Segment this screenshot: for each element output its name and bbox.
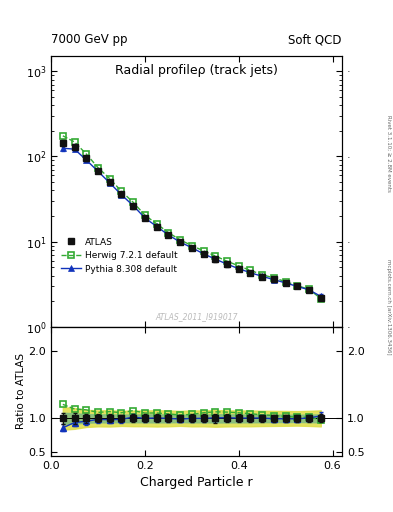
- ATLAS: [260, 273, 264, 280]
- ATLAS: [143, 215, 147, 221]
- Pythia 8.308 default: [72, 146, 77, 152]
- Text: Rivet 3.1.10; ≥ 2.8M events: Rivet 3.1.10; ≥ 2.8M events: [386, 115, 391, 192]
- Herwig 7.2.1 default: [95, 164, 100, 170]
- Pythia 8.308 default: [166, 232, 171, 238]
- Pythia 8.308 default: [236, 266, 241, 272]
- Legend: ATLAS, Herwig 7.2.1 default, Pythia 8.308 default: ATLAS, Herwig 7.2.1 default, Pythia 8.30…: [61, 238, 178, 273]
- ATLAS: [295, 283, 300, 289]
- Text: 7000 GeV pp: 7000 GeV pp: [51, 33, 128, 46]
- Herwig 7.2.1 default: [318, 295, 323, 302]
- ATLAS: [107, 179, 112, 185]
- Pythia 8.308 default: [107, 180, 112, 186]
- ATLAS: [248, 270, 253, 276]
- Herwig 7.2.1 default: [283, 279, 288, 285]
- ATLAS: [119, 191, 124, 197]
- Herwig 7.2.1 default: [178, 237, 182, 243]
- Herwig 7.2.1 default: [166, 229, 171, 236]
- ATLAS: [283, 280, 288, 286]
- Text: Radial profileρ (track jets): Radial profileρ (track jets): [115, 65, 278, 77]
- Herwig 7.2.1 default: [295, 283, 300, 289]
- Pythia 8.308 default: [213, 256, 218, 262]
- ATLAS: [213, 257, 218, 263]
- Pythia 8.308 default: [248, 270, 253, 276]
- Herwig 7.2.1 default: [260, 271, 264, 278]
- Herwig 7.2.1 default: [225, 258, 230, 264]
- Herwig 7.2.1 default: [72, 139, 77, 145]
- Herwig 7.2.1 default: [213, 253, 218, 259]
- ATLAS: [236, 266, 241, 272]
- Herwig 7.2.1 default: [307, 286, 311, 292]
- Pythia 8.308 default: [61, 145, 65, 152]
- Herwig 7.2.1 default: [107, 176, 112, 182]
- ATLAS: [95, 168, 100, 174]
- Herwig 7.2.1 default: [143, 212, 147, 218]
- ATLAS: [166, 232, 171, 238]
- ATLAS: [72, 144, 77, 150]
- ATLAS: [84, 155, 89, 161]
- Pythia 8.308 default: [295, 283, 300, 289]
- Y-axis label: Ratio to ATLAS: Ratio to ATLAS: [16, 353, 26, 430]
- Herwig 7.2.1 default: [272, 275, 276, 281]
- Pythia 8.308 default: [84, 157, 89, 163]
- Text: Soft QCD: Soft QCD: [288, 33, 342, 46]
- Pythia 8.308 default: [95, 168, 100, 175]
- Pythia 8.308 default: [201, 251, 206, 257]
- ATLAS: [178, 239, 182, 245]
- ATLAS: [318, 294, 323, 301]
- ATLAS: [61, 140, 65, 146]
- ATLAS: [131, 203, 136, 209]
- Herwig 7.2.1 default: [154, 221, 159, 227]
- Herwig 7.2.1 default: [119, 188, 124, 195]
- Herwig 7.2.1 default: [189, 243, 194, 249]
- Line: Herwig 7.2.1 default: Herwig 7.2.1 default: [60, 133, 324, 302]
- Text: ATLAS_2011_I919017: ATLAS_2011_I919017: [155, 312, 238, 322]
- ATLAS: [189, 245, 194, 251]
- Pythia 8.308 default: [283, 280, 288, 286]
- ATLAS: [154, 224, 159, 230]
- Herwig 7.2.1 default: [201, 248, 206, 254]
- Pythia 8.308 default: [131, 203, 136, 209]
- ATLAS: [225, 262, 230, 268]
- ATLAS: [201, 251, 206, 257]
- Pythia 8.308 default: [178, 239, 182, 245]
- Pythia 8.308 default: [318, 293, 323, 300]
- ATLAS: [307, 287, 311, 293]
- Pythia 8.308 default: [189, 245, 194, 251]
- Herwig 7.2.1 default: [61, 133, 65, 139]
- Herwig 7.2.1 default: [131, 199, 136, 205]
- Pythia 8.308 default: [307, 287, 311, 293]
- Herwig 7.2.1 default: [236, 263, 241, 269]
- Pythia 8.308 default: [225, 261, 230, 267]
- Herwig 7.2.1 default: [84, 151, 89, 157]
- Text: mcplots.cern.ch [arXiv:1306.3436]: mcplots.cern.ch [arXiv:1306.3436]: [386, 260, 391, 355]
- Line: Pythia 8.308 default: Pythia 8.308 default: [60, 145, 323, 299]
- Herwig 7.2.1 default: [248, 267, 253, 273]
- Pythia 8.308 default: [143, 215, 147, 221]
- X-axis label: Charged Particle r: Charged Particle r: [140, 476, 253, 489]
- Pythia 8.308 default: [154, 223, 159, 229]
- ATLAS: [272, 276, 276, 283]
- Pythia 8.308 default: [272, 276, 276, 283]
- Pythia 8.308 default: [119, 191, 124, 198]
- Line: ATLAS: ATLAS: [60, 140, 324, 301]
- Pythia 8.308 default: [260, 273, 264, 280]
